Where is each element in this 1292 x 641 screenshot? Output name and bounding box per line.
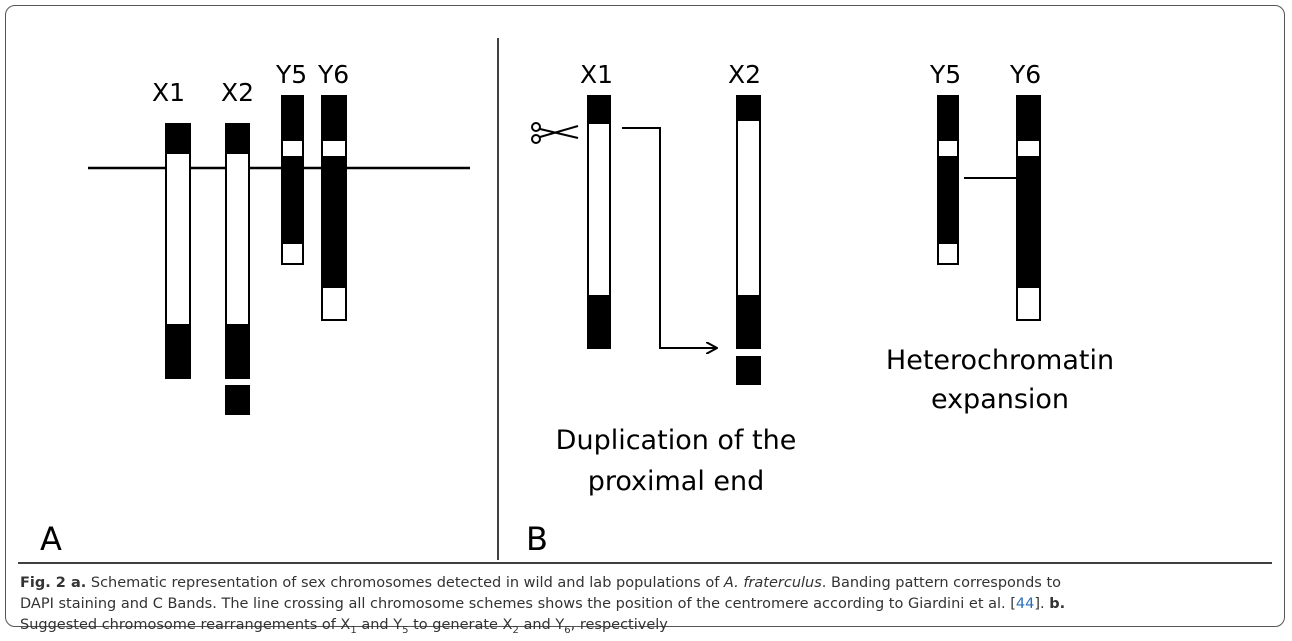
caption-run[interactable]: 44 — [1016, 596, 1034, 612]
chromosome-label: Y6 — [1009, 60, 1041, 89]
chromosome-label: Y5 — [275, 60, 307, 89]
caption-line: DAPI staining and C Bands. The line cros… — [20, 594, 1065, 614]
light-band — [322, 140, 346, 157]
dark-band — [226, 325, 249, 378]
caption-run: and Y — [519, 617, 564, 633]
caption-run: Fig. 2 a. — [20, 575, 86, 591]
dark-band — [588, 296, 610, 348]
dark-band — [166, 124, 190, 153]
caption-line: Suggested chromosome rearrangements of X… — [20, 615, 668, 641]
light-band — [282, 140, 303, 157]
chromosome-label: X1 — [580, 60, 613, 89]
dark-band — [322, 157, 346, 287]
dark-band — [226, 386, 249, 414]
annotation: expansion — [931, 384, 1069, 415]
dark-band — [166, 325, 190, 378]
dark-band — [737, 96, 760, 120]
caption-run: . Banding pattern corresponds to — [822, 575, 1061, 591]
light-band — [1017, 287, 1040, 320]
panel-letter: A — [40, 520, 62, 558]
caption-run: and Y — [357, 617, 402, 633]
caption-run: Schematic representation of sex chromoso… — [86, 575, 724, 591]
annotation: Heterochromatin — [886, 345, 1114, 376]
light-band — [166, 153, 190, 325]
dark-band — [737, 357, 760, 384]
dark-band — [226, 124, 249, 153]
caption-run: , respectively — [571, 617, 668, 633]
dark-band — [938, 96, 958, 140]
chromosome-label: X1 — [152, 78, 185, 107]
figure: X1 X2 Y5 Y6 A X1 X2 Y5 Y6 B Duplication … — [0, 0, 1292, 632]
annotation: proximal end — [588, 466, 765, 497]
caption-run: Suggested chromosome rearrangements of X — [20, 617, 350, 633]
annotation: Duplication of the — [556, 425, 797, 456]
caption-run: b. — [1049, 596, 1065, 612]
duplication-arrow — [622, 128, 716, 348]
dark-band — [588, 96, 610, 123]
dark-band — [737, 296, 760, 348]
caption-run: to generate X — [408, 617, 512, 633]
page: { "panel_a": { "letter": "A", "labels": … — [0, 0, 1292, 632]
light-band — [588, 123, 610, 296]
scissors — [532, 123, 578, 143]
dark-band — [938, 157, 958, 243]
panel-letter: B — [526, 520, 548, 558]
dark-band — [322, 96, 346, 140]
chromosome-label: Y6 — [317, 60, 349, 89]
caption-run: DAPI staining and C Bands. The line cros… — [20, 596, 1016, 612]
dark-band — [282, 157, 303, 243]
light-band — [282, 243, 303, 264]
dark-band — [1017, 157, 1040, 287]
dark-band — [282, 96, 303, 140]
dark-band — [1017, 96, 1040, 140]
light-band — [322, 287, 346, 320]
caption-run: A. fraterculus — [724, 575, 822, 591]
light-band — [938, 140, 958, 157]
chromosome-label: X2 — [728, 60, 761, 89]
light-band — [226, 153, 249, 325]
light-band — [1017, 140, 1040, 157]
caption-run: ]. — [1034, 596, 1049, 612]
light-band — [938, 243, 958, 264]
chromosome-label: Y5 — [929, 60, 961, 89]
caption-line: Fig. 2 a. Schematic representation of se… — [20, 573, 1061, 593]
chromosome-label: X2 — [221, 78, 254, 107]
light-band — [737, 120, 760, 296]
